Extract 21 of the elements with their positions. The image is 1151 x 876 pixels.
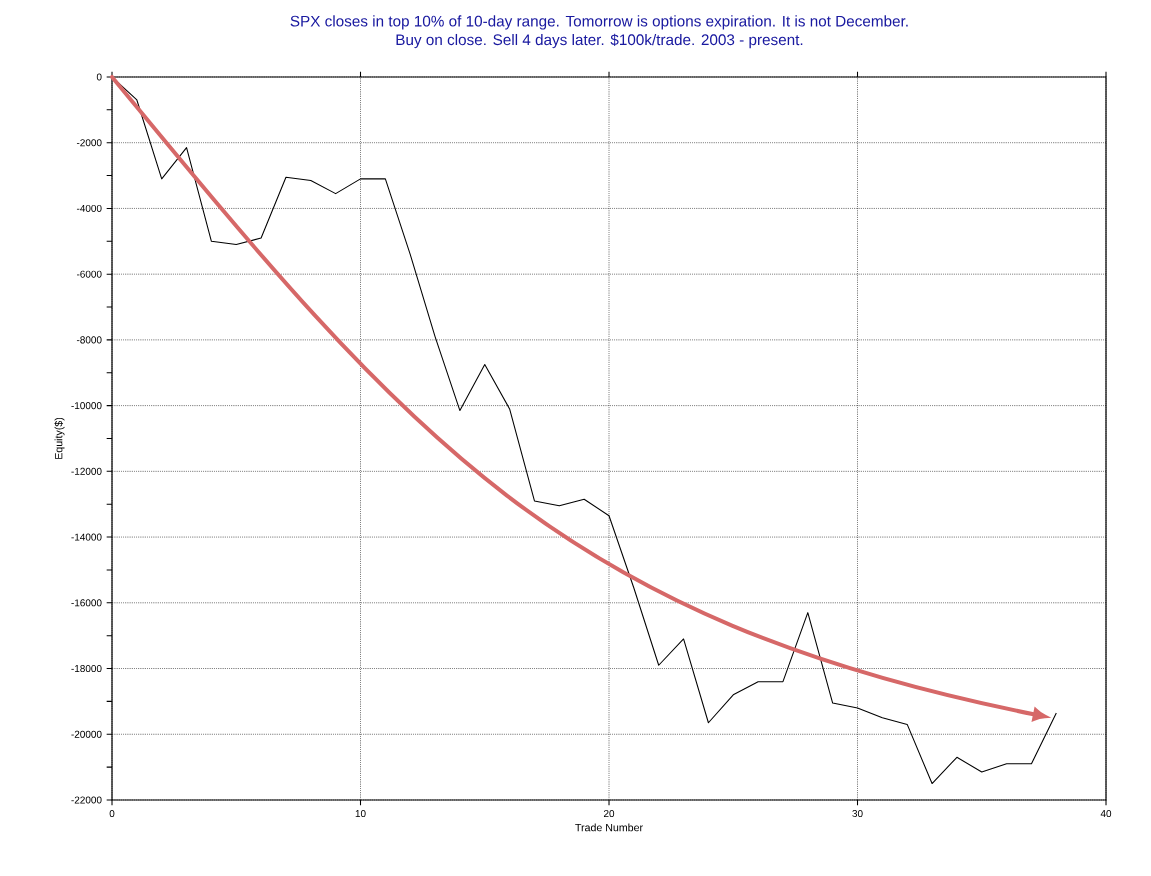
chart-subtitle: Buy on close. Sell 4 days later. $100k/trade. 2003 - present. — [396, 33, 803, 49]
chart-title: SPX closes in top 10% of 10-day range. Tomorrow is options expiration. It is not December. — [290, 15, 908, 30]
x-tick-label: 40 — [1100, 810, 1112, 818]
y-axis-title: Equity($) — [54, 417, 65, 459]
x-tick-label: 20 — [603, 810, 615, 818]
x-tick-label: 0 — [109, 810, 115, 818]
x-axis-title: Trade Number — [575, 823, 643, 832]
y-tick-label: -14000 — [71, 533, 102, 541]
y-tick-label: -10000 — [71, 402, 102, 410]
y-tick-label: -6000 — [76, 270, 102, 278]
y-tick-label: -8000 — [76, 336, 102, 344]
y-tick-label: -12000 — [71, 467, 102, 475]
y-tick-label: -18000 — [71, 665, 102, 673]
y-tick-label: 0 — [96, 73, 102, 81]
y-tick-label: -22000 — [71, 796, 102, 804]
y-tick-label: -20000 — [71, 730, 102, 738]
y-tick-label: -16000 — [71, 599, 102, 607]
y-tick-label: -4000 — [76, 204, 102, 212]
y-tick-label: -2000 — [76, 139, 102, 147]
x-tick-label: 30 — [852, 810, 863, 818]
x-tick-label: 10 — [355, 810, 366, 818]
